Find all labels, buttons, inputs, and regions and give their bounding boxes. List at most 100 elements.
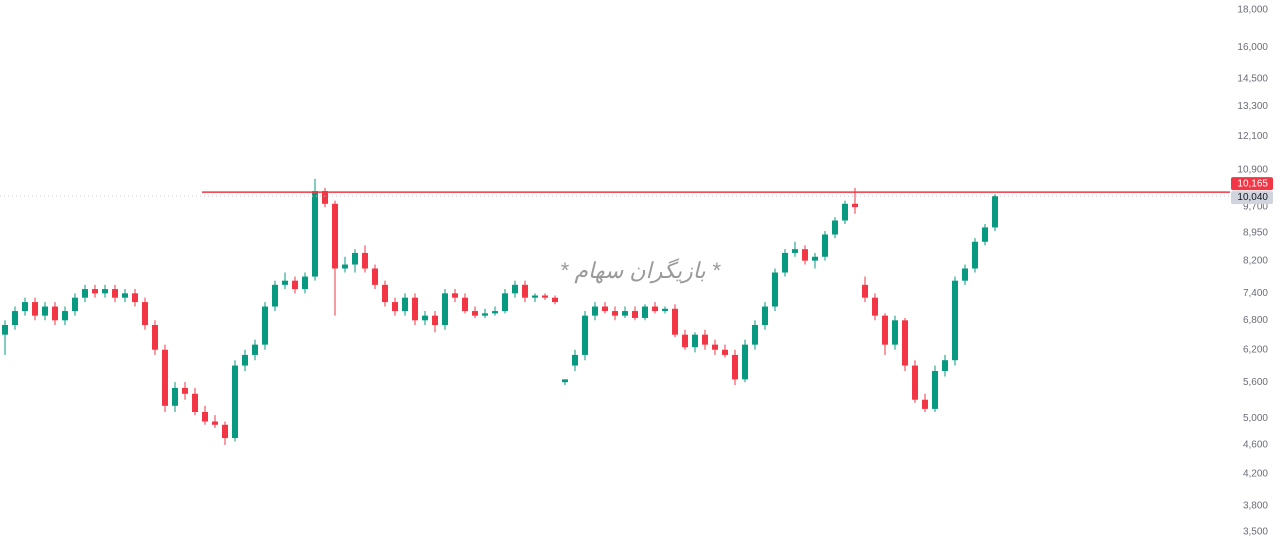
candle-body xyxy=(72,297,78,312)
candle-body xyxy=(202,411,208,422)
candle-body xyxy=(452,293,458,298)
candle-body xyxy=(262,306,268,345)
candle-body xyxy=(722,349,728,355)
last-price-label: 10,040 xyxy=(1237,192,1268,203)
y-tick-label: 7,400 xyxy=(1243,288,1268,299)
candle-body xyxy=(122,293,128,298)
candle-body xyxy=(782,252,788,273)
candle-body xyxy=(692,334,698,348)
y-tick-label: 8,950 xyxy=(1243,227,1268,238)
level-label: 10,165 xyxy=(1237,178,1268,189)
candle-body xyxy=(752,325,758,345)
candle-body xyxy=(102,289,108,294)
level-label-box xyxy=(1231,177,1273,191)
candle-body xyxy=(192,393,198,412)
y-tick-label: 9,700 xyxy=(1243,202,1268,213)
candle-body xyxy=(132,293,138,303)
y-tick-label: 16,000 xyxy=(1237,42,1268,53)
candle-body xyxy=(352,252,358,265)
candle-body xyxy=(942,360,948,371)
y-tick-label: 3,500 xyxy=(1243,527,1268,538)
y-tick-label: 4,600 xyxy=(1243,440,1268,451)
y-tick-label: 13,300 xyxy=(1237,101,1268,112)
candle-body xyxy=(902,320,908,366)
candle-body xyxy=(792,249,798,253)
candle-body xyxy=(652,306,658,312)
candle-body xyxy=(162,349,168,406)
candle-body xyxy=(862,284,868,298)
candle-body xyxy=(292,280,298,290)
candle-body xyxy=(422,315,428,321)
candle-body xyxy=(322,191,328,204)
candle-body xyxy=(42,306,48,316)
y-tick-label: 5,600 xyxy=(1243,377,1268,388)
candle-body xyxy=(462,297,468,312)
candle-body xyxy=(822,234,828,257)
candle-body xyxy=(702,334,708,345)
candle-body xyxy=(572,354,578,366)
candle-body xyxy=(442,293,448,326)
candle-body xyxy=(662,308,668,312)
candle-body xyxy=(962,268,968,281)
candle-body xyxy=(272,284,278,307)
candle-body xyxy=(952,280,958,361)
candle-body xyxy=(552,297,558,303)
candle-body xyxy=(992,196,998,228)
candle-body xyxy=(562,379,568,383)
candle-body xyxy=(212,421,218,425)
candle-body xyxy=(592,306,598,316)
candle-body xyxy=(302,276,308,290)
candle-body xyxy=(282,280,288,285)
candle-body xyxy=(392,302,398,312)
candle-body xyxy=(312,191,318,277)
candle-body xyxy=(532,295,538,298)
y-tick-label: 3,800 xyxy=(1243,500,1268,511)
candle-body xyxy=(672,308,678,335)
candle-body xyxy=(762,306,768,326)
candle-body xyxy=(82,289,88,298)
candle-body xyxy=(892,320,898,345)
candle-body xyxy=(732,354,738,380)
candle-body xyxy=(62,311,68,321)
candle-body xyxy=(522,284,528,298)
candle-body xyxy=(372,268,378,285)
candle-body xyxy=(682,334,688,348)
candle-body xyxy=(482,313,488,316)
candle-body xyxy=(92,289,98,294)
candle-body xyxy=(882,315,888,345)
candle-body xyxy=(2,325,8,335)
candle-body xyxy=(922,399,928,409)
y-tick-label: 10,900 xyxy=(1237,165,1268,176)
candle-body xyxy=(772,272,778,307)
candle-body xyxy=(342,264,348,269)
candle-body xyxy=(842,203,848,221)
candle-body xyxy=(972,241,978,269)
candle-body xyxy=(802,249,808,261)
candle-body xyxy=(602,306,608,312)
candle-body xyxy=(872,297,878,316)
candle-body xyxy=(412,297,418,321)
candle-body xyxy=(432,315,438,326)
candle-body xyxy=(52,306,58,321)
candle-body xyxy=(32,302,38,316)
candle-body xyxy=(982,227,988,242)
candle-body xyxy=(632,311,638,318)
candle-body xyxy=(142,302,148,326)
y-tick-label: 4,200 xyxy=(1243,469,1268,480)
candle-body xyxy=(612,311,618,316)
candle-body xyxy=(242,354,248,366)
candle-body xyxy=(222,424,228,439)
candle-body xyxy=(22,302,28,312)
candle-body xyxy=(932,370,938,409)
candle-body xyxy=(852,203,858,208)
candle-body xyxy=(402,297,408,312)
candle-body xyxy=(472,311,478,316)
candle-body xyxy=(112,289,118,298)
y-tick-label: 18,000 xyxy=(1237,5,1268,16)
candle-body xyxy=(232,365,238,439)
y-tick-label: 12,100 xyxy=(1237,131,1268,142)
candle-body xyxy=(362,252,368,269)
